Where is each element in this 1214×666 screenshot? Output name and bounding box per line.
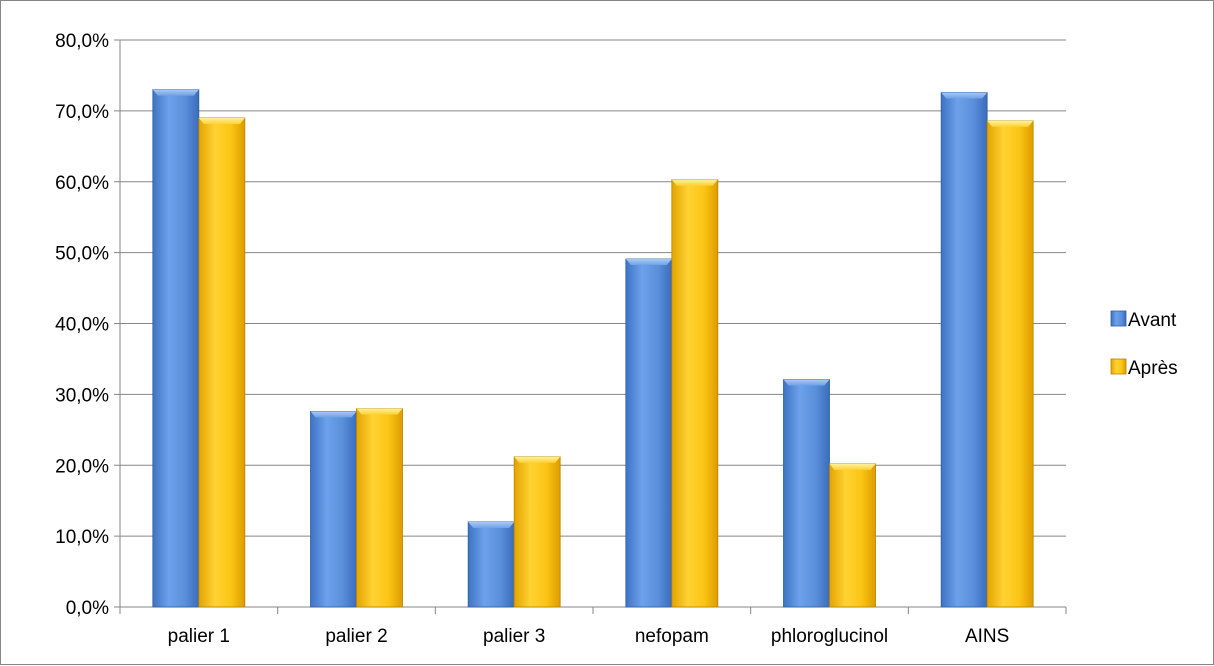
y-tick-label: 0,0% — [66, 598, 109, 619]
bar-apr-s-palier-3 — [513, 456, 561, 608]
bar-bevel — [987, 120, 1034, 127]
bar-bevel — [829, 463, 876, 470]
bar-avant-nefopam — [625, 258, 673, 608]
legend-label: Avant — [1128, 310, 1177, 331]
legend-swatch — [1110, 358, 1127, 375]
bar-bevel — [671, 179, 718, 186]
bar-body — [671, 179, 719, 608]
y-tick-label: 40,0% — [55, 315, 109, 336]
bar-apr-s-ains — [986, 120, 1034, 608]
y-tick-label: 70,0% — [55, 102, 109, 123]
bar-bevel — [468, 521, 515, 528]
y-tick-label: 10,0% — [55, 527, 109, 548]
y-tick-label: 60,0% — [55, 173, 109, 194]
x-tick-label: palier 1 — [168, 626, 230, 647]
bar-bevel — [356, 408, 403, 415]
bar-body — [356, 408, 403, 608]
x-tick-label: palier 3 — [483, 626, 545, 647]
bar-body — [198, 117, 246, 608]
bar-bevel — [310, 411, 357, 418]
bar-body — [940, 92, 988, 608]
bar-apr-s-palier-1 — [198, 117, 246, 608]
bar-body — [986, 120, 1034, 608]
bar-avant-palier-2 — [310, 410, 357, 608]
bar-avant-phloroglucinol — [783, 379, 830, 608]
y-tick-label: 20,0% — [55, 456, 109, 477]
bar-bevel — [783, 379, 830, 386]
bar-apr-s-palier-2 — [356, 408, 403, 608]
y-tick-label: 50,0% — [55, 244, 109, 265]
y-tick-label: 30,0% — [55, 385, 109, 406]
bar-bevel — [941, 92, 988, 99]
bar-avant-palier-3 — [467, 521, 515, 608]
bar-bevel — [514, 456, 561, 463]
bar-body — [467, 521, 515, 608]
bar-apr-s-nefopam — [671, 179, 719, 608]
y-tick-label: 80,0% — [55, 31, 109, 52]
x-tick-label: palier 2 — [325, 626, 387, 647]
legend-item-avant: Avant — [1110, 310, 1177, 331]
bar-apr-s-phloroglucinol — [829, 463, 876, 608]
bar-bevel — [152, 89, 199, 96]
bar-body — [829, 463, 876, 608]
x-tick-label: AINS — [965, 626, 1009, 647]
bar-body — [513, 456, 561, 608]
legend-label: Après — [1128, 358, 1178, 379]
bar-avant-palier-1 — [152, 89, 200, 608]
bar-body — [625, 258, 673, 608]
legend-item-apr-s: Après — [1110, 358, 1178, 379]
bar-body — [310, 410, 357, 608]
x-tick-label: phloroglucinol — [771, 626, 888, 647]
bar-bevel — [625, 259, 672, 266]
bar-body — [783, 379, 830, 608]
legend-swatch — [1110, 310, 1127, 327]
x-tick-label: nefopam — [635, 626, 709, 647]
bar-body — [152, 89, 200, 608]
bar-avant-ains — [940, 92, 988, 608]
bar-bevel — [198, 117, 245, 124]
